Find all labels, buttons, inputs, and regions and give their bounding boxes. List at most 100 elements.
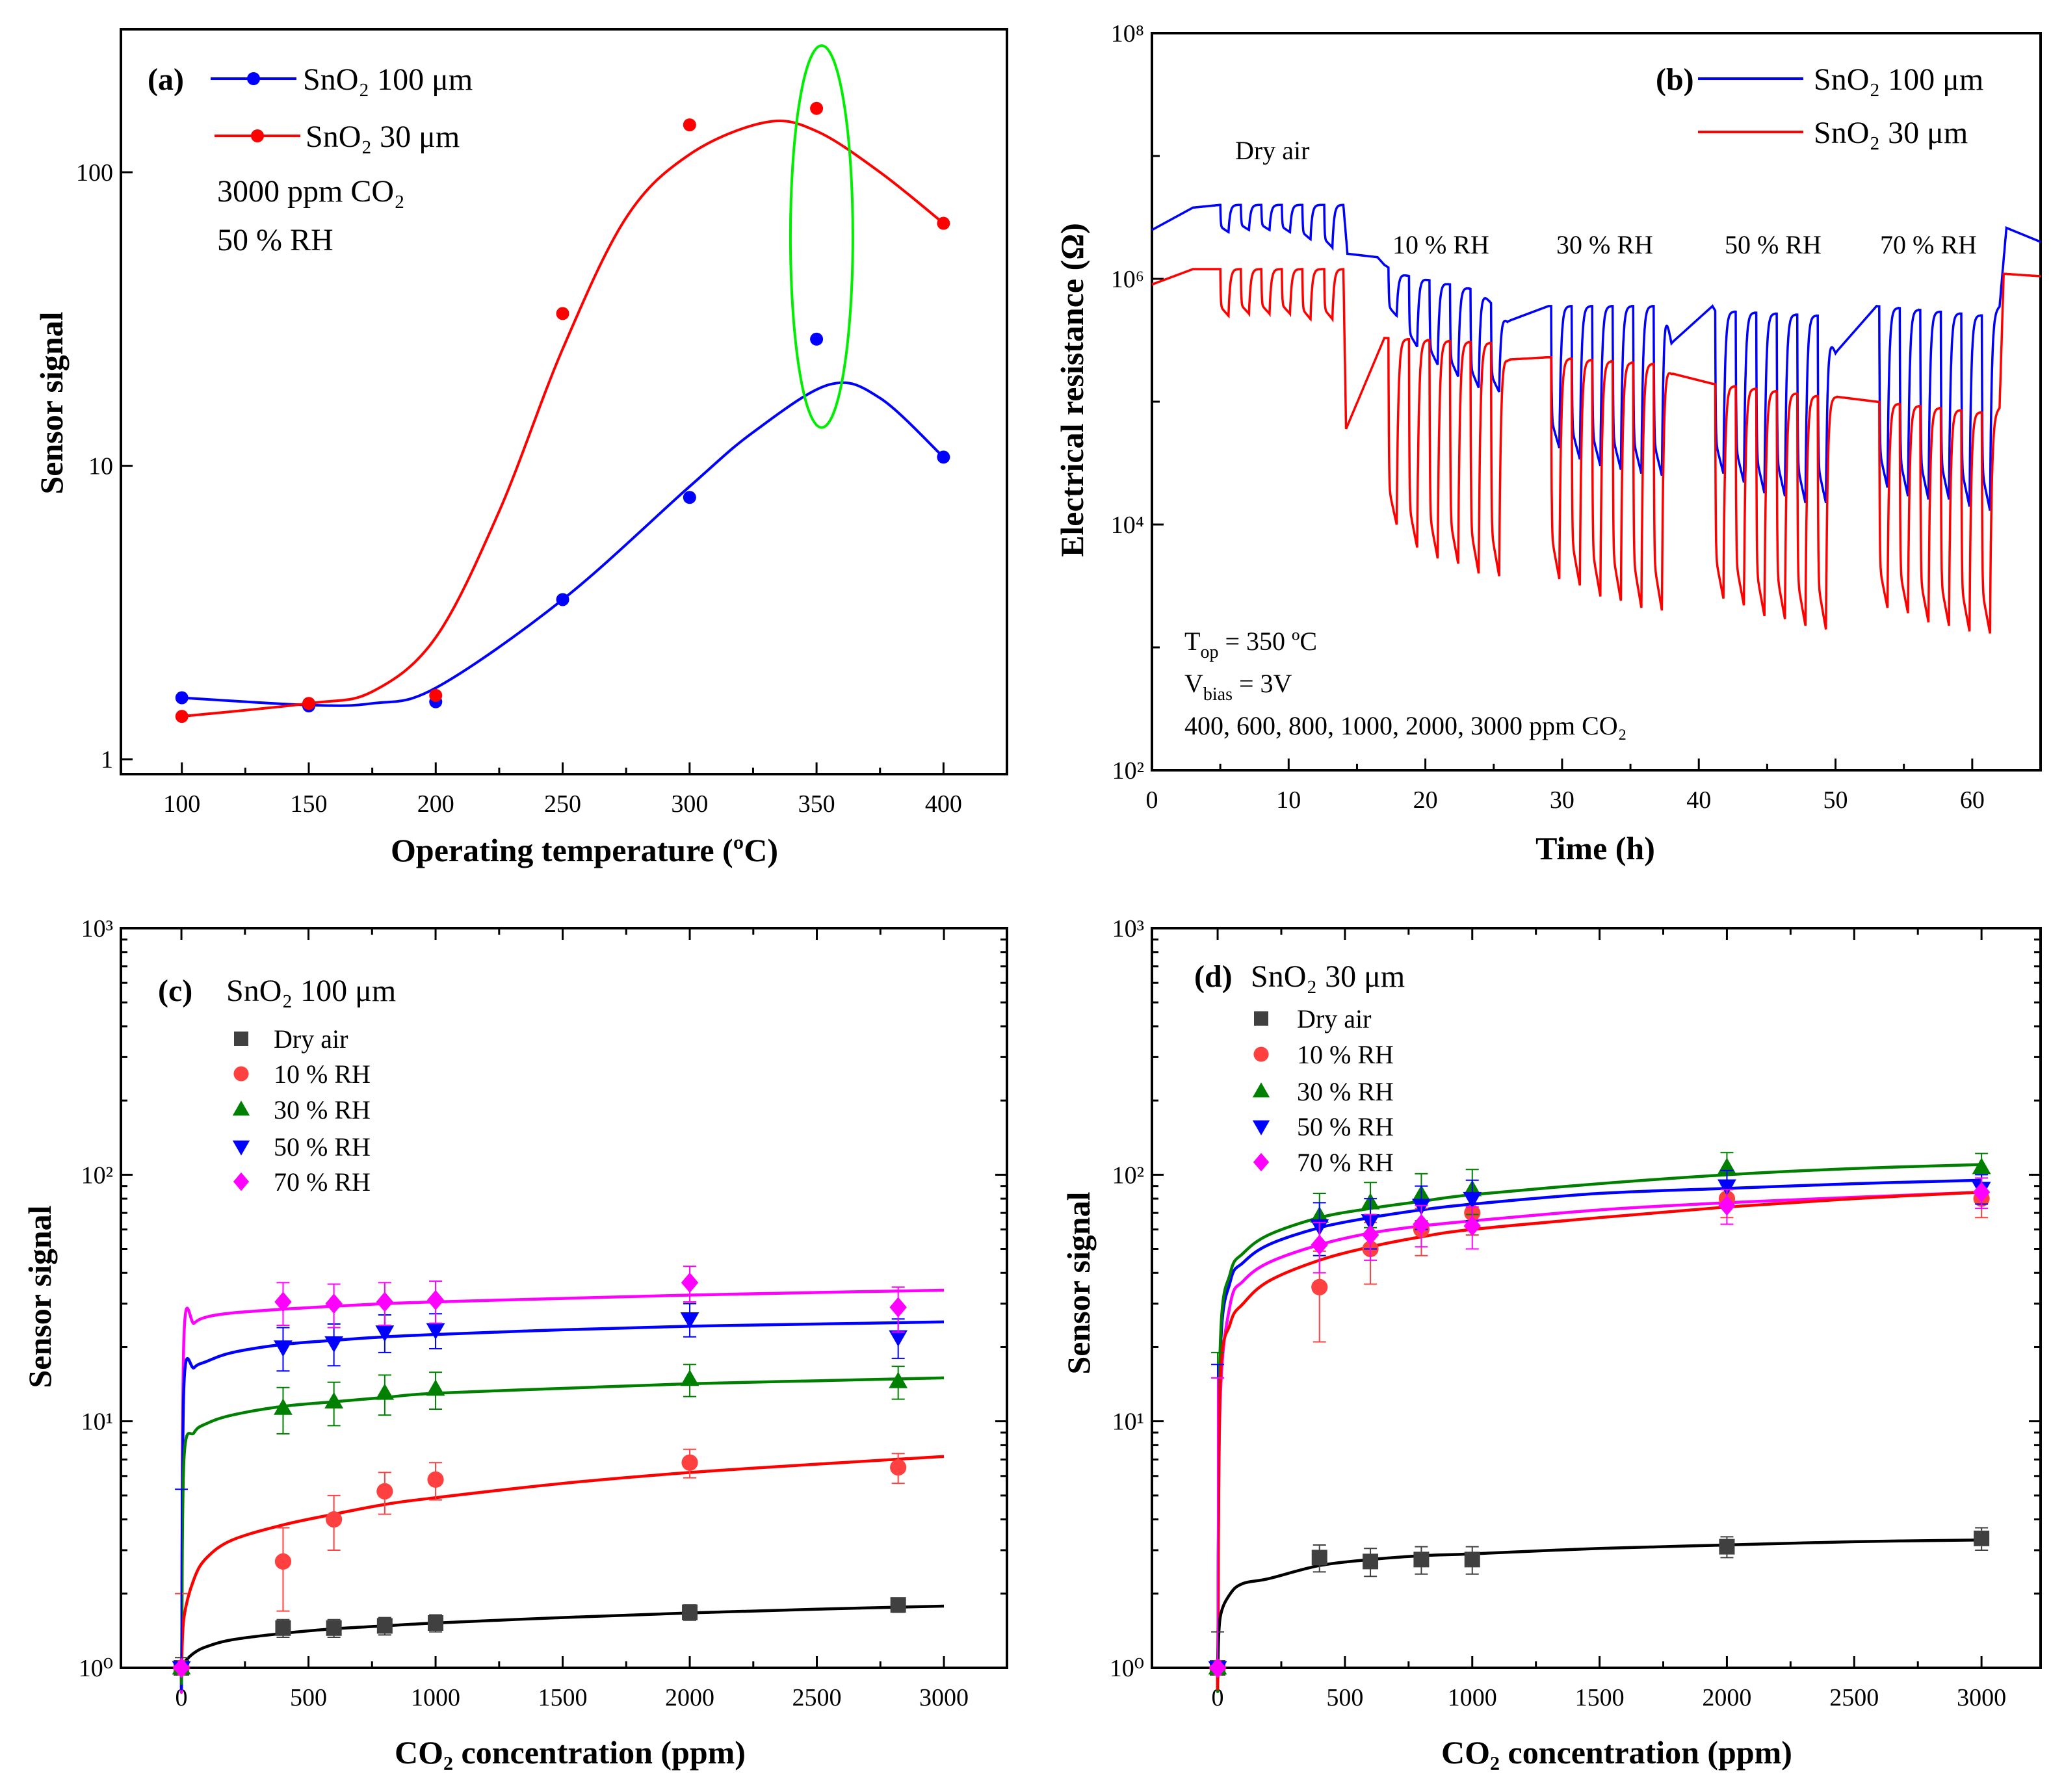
data-point: [1972, 1158, 1991, 1175]
data-point: [1361, 1225, 1379, 1245]
y-tick-label: 100: [76, 159, 113, 187]
data-point: [810, 101, 824, 115]
data-point: [1463, 1215, 1481, 1236]
data-point: [375, 1383, 395, 1400]
x-tick-label: 0: [1146, 786, 1158, 814]
region-label-50rh: 50 % RH: [1725, 230, 1822, 259]
data-point: [889, 1297, 907, 1318]
data-point: [1464, 1552, 1480, 1568]
data-point: [274, 1292, 292, 1312]
panel-c: CO₂ concentration (ppm) Sensor signal (c…: [21, 915, 1008, 1771]
fit-line-0: [181, 381, 945, 707]
y-tick-label: 10¹: [1112, 1409, 1144, 1436]
data-point: [175, 691, 189, 705]
panel-b-ylabel: Electrical resistance (Ω): [1054, 223, 1090, 557]
fit-line: [179, 1455, 945, 1673]
panel-d-xlabel: CO₂ concentration (ppm): [1441, 1734, 1792, 1771]
data-point: [1311, 1550, 1327, 1566]
legend-label: 10 % RH: [1297, 1040, 1394, 1069]
x-tick-label: 1000: [1448, 1684, 1497, 1711]
resistance-trace-1: [1151, 268, 2041, 634]
data-point: [890, 1459, 907, 1476]
legend-label: 70 % RH: [1297, 1148, 1394, 1177]
fit-line: [1216, 1539, 1982, 1673]
legend-label: 70 % RH: [274, 1167, 371, 1197]
panel-a-ylabel: Sensor signal: [33, 311, 70, 494]
x-tick-label: 200: [417, 790, 454, 818]
y-tick-label: 10²: [1112, 1162, 1144, 1189]
legend-marker: [233, 1066, 249, 1082]
data-point: [810, 332, 824, 346]
data-point: [1718, 1195, 1736, 1216]
x-tick-label: 0: [176, 1684, 188, 1711]
legend-label: 50 % RH: [274, 1132, 371, 1162]
data-point: [325, 1293, 343, 1314]
panel-b-xlabel: Time (h): [1535, 830, 1655, 866]
x-tick-label: 2000: [1702, 1684, 1751, 1711]
legend-marker: [1252, 1082, 1270, 1098]
x-tick-label: 400: [925, 790, 962, 818]
panel-a-tag: (a): [148, 62, 184, 97]
panel-a-xlabel: Operating temperature (ºC): [391, 832, 778, 868]
plot-area-a: [175, 44, 950, 723]
data-point: [889, 1371, 908, 1388]
data-point: [556, 593, 569, 606]
data-point: [324, 1336, 344, 1353]
x-tick-label: 20: [1413, 786, 1438, 814]
x-tick-label: 250: [544, 790, 581, 818]
data-point: [889, 1330, 908, 1347]
data-point: [376, 1292, 394, 1312]
region-label-70rh: 70 % RH: [1880, 230, 1977, 259]
x-tick-label: 40: [1686, 786, 1711, 814]
axes: 0 500 1000 1500 2000 2500 3000 10⁰ 10¹ 10² 10³: [79, 915, 1008, 1711]
data-point: [427, 1471, 444, 1488]
legend-label: 30 % RH: [1297, 1077, 1394, 1106]
data-point: [680, 1312, 699, 1329]
x-tick-label: 500: [1326, 1684, 1363, 1711]
plot-area-d: [1208, 1152, 1991, 1693]
plot-frame: [1151, 927, 2042, 1669]
legend-d: Dry air 10 % RH 30 % RH 50 % RH 70 % RH: [1252, 1004, 1394, 1177]
x-tick-label: 50: [1823, 786, 1848, 814]
legend-marker: [234, 1032, 248, 1046]
x-tick-label: 300: [671, 790, 708, 818]
annotation-co2: 3000 ppm CO₂: [217, 174, 405, 209]
x-tick-label: 150: [291, 790, 328, 818]
data-point: [376, 1483, 393, 1500]
data-point: [274, 1398, 293, 1415]
axes: 100 150 200 250 300 350 400 1 10 100: [76, 28, 1008, 818]
panel-c-tag: (c): [158, 974, 192, 1008]
legend-marker: [1253, 1152, 1270, 1172]
x-tick-label: 350: [798, 790, 835, 818]
data-point: [275, 1620, 291, 1636]
annotation-rh: 50 % RH: [217, 223, 333, 257]
y-tick-label: 10⁸: [1111, 20, 1144, 47]
data-point: [172, 1657, 190, 1678]
legend-label: 50 % RH: [1297, 1112, 1394, 1141]
x-tick-label: 2000: [665, 1684, 714, 1711]
legend-b-blue-label: SnO₂ 100 μm: [1814, 62, 1983, 97]
data-point: [175, 710, 189, 723]
legend-label: 10 % RH: [274, 1059, 371, 1089]
plot-area-c: [172, 1266, 945, 1694]
data-point: [680, 1370, 699, 1386]
data-point: [326, 1620, 342, 1636]
y-tick-label: 10⁰: [79, 1655, 113, 1682]
x-tick-label: 1500: [1575, 1684, 1625, 1711]
data-point: [426, 1379, 445, 1396]
data-point: [1311, 1234, 1328, 1255]
y-tick-label: 10³: [1112, 915, 1144, 942]
data-point: [937, 450, 950, 464]
data-point: [681, 1454, 698, 1471]
panel-b-tag: (b): [1656, 62, 1694, 97]
data-point: [1413, 1214, 1430, 1235]
legend-a-blue-label: SnO₂ 100 μm: [303, 62, 473, 97]
data-point: [426, 1323, 445, 1340]
legend-marker: [232, 1100, 250, 1116]
panel-c-title: SnO₂ 100 μm: [226, 974, 396, 1008]
data-point: [326, 1511, 343, 1528]
data-point: [375, 1325, 395, 1342]
panel-d: CO₂ concentration (ppm) Sensor signal (d…: [1060, 915, 2042, 1771]
x-tick-label: 0: [1212, 1684, 1224, 1711]
region-label-30rh: 30 % RH: [1556, 230, 1653, 259]
